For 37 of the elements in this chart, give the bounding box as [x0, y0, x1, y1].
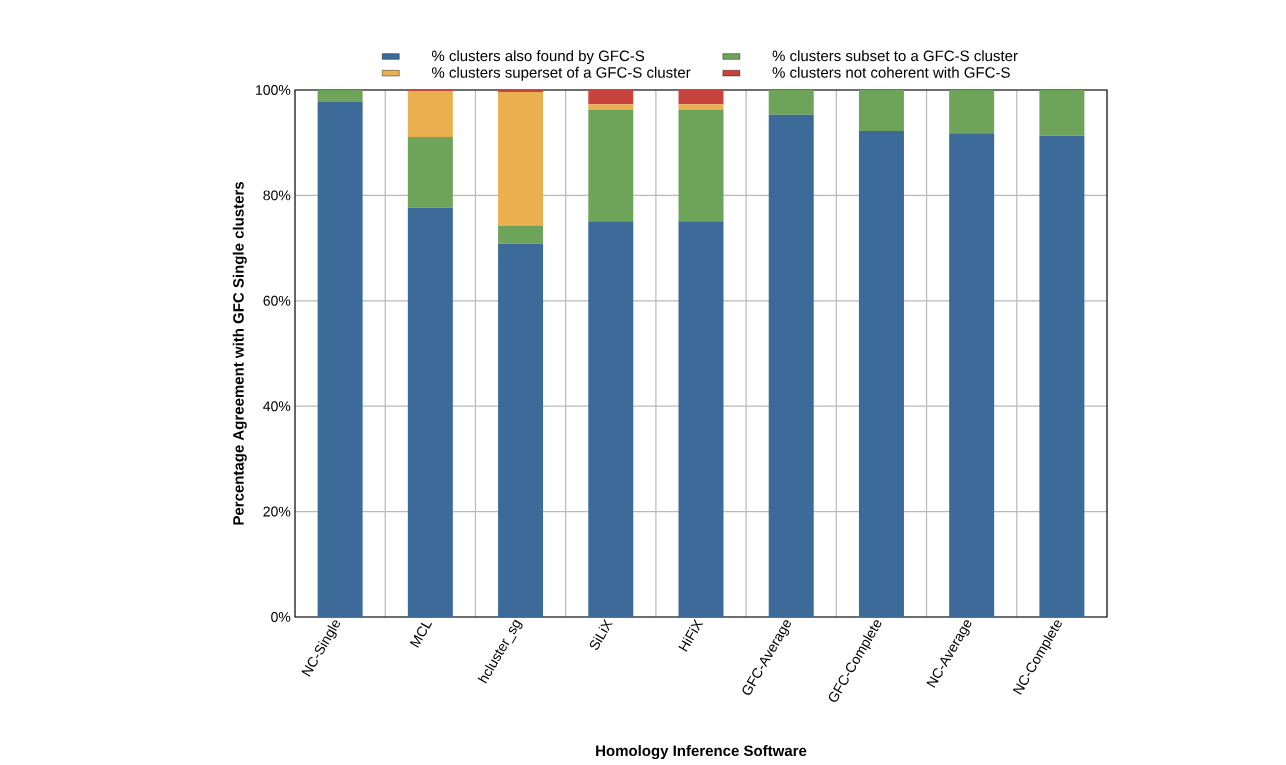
bar	[858, 131, 904, 617]
bar	[317, 89, 363, 103]
bar	[588, 221, 634, 617]
legend-label: % clusters not coherent with GFC-S	[772, 66, 1010, 78]
y-tick-label: 0%	[271, 612, 291, 622]
bar	[678, 110, 724, 222]
bar	[498, 92, 544, 226]
y-tick-label: 40%	[263, 401, 291, 412]
bar	[949, 133, 995, 617]
bar	[858, 89, 904, 132]
bar	[588, 104, 634, 111]
bar	[588, 89, 634, 105]
y-tick-label: 100%	[256, 85, 291, 95]
bar	[498, 243, 544, 617]
bar	[768, 89, 814, 115]
y-tick-label: 20%	[263, 506, 291, 517]
y-tick-label: 80%	[263, 190, 291, 201]
bar	[588, 110, 634, 222]
bar	[1039, 89, 1085, 136]
bar	[678, 89, 724, 105]
bar	[407, 136, 453, 208]
legend-label: % clusters also found by GFC-S	[431, 50, 645, 65]
bar	[678, 104, 724, 111]
bar	[317, 102, 363, 617]
y-tick-label: 60%	[263, 295, 291, 306]
bar	[678, 221, 724, 617]
bar	[407, 91, 453, 137]
x-axis-title: Homology Inference Software	[596, 745, 807, 760]
y-axis-title: Percentage Agreement with GFC Single clusters	[232, 181, 247, 525]
bar	[949, 89, 995, 134]
legend-label: % clusters superset of a GFC-S cluster	[431, 66, 691, 81]
bar	[498, 89, 544, 93]
bar	[498, 225, 544, 244]
bar	[407, 207, 453, 617]
bar	[1039, 135, 1085, 617]
legend-label: % clusters subset to a GFC-S cluster	[772, 50, 1018, 62]
bar	[768, 114, 814, 617]
